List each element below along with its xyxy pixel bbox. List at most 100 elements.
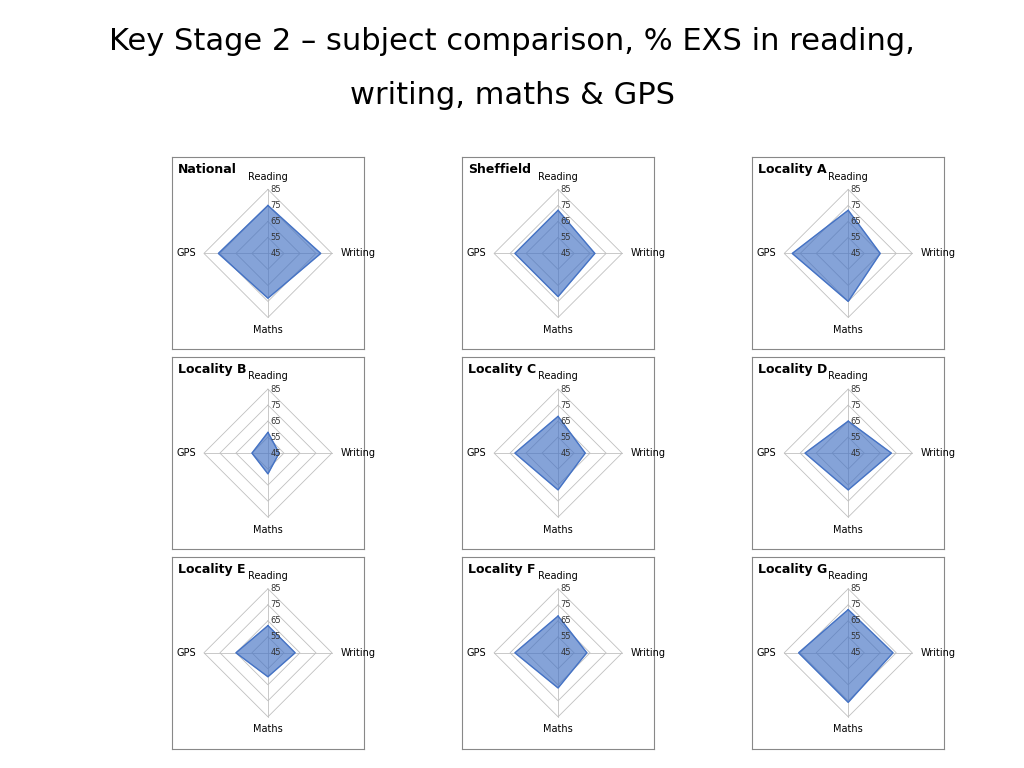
Text: GPS: GPS (176, 647, 196, 658)
Text: 85: 85 (560, 584, 571, 594)
Text: 85: 85 (270, 185, 282, 194)
Text: Locality D: Locality D (758, 363, 827, 376)
Text: Locality A: Locality A (758, 163, 826, 176)
Text: Maths: Maths (253, 724, 283, 734)
Text: Reading: Reading (539, 172, 578, 182)
Text: Maths: Maths (543, 325, 573, 335)
Text: Reading: Reading (828, 172, 868, 182)
Text: Reading: Reading (539, 372, 578, 382)
Text: 55: 55 (270, 632, 281, 641)
Text: GPS: GPS (466, 248, 485, 259)
Polygon shape (218, 205, 321, 298)
Text: 85: 85 (560, 385, 571, 394)
Text: 45: 45 (270, 249, 281, 258)
Text: 65: 65 (270, 416, 282, 425)
Text: Maths: Maths (253, 525, 283, 535)
Text: Reading: Reading (248, 172, 288, 182)
Text: 65: 65 (560, 217, 571, 226)
Text: 55: 55 (851, 233, 861, 242)
Text: Writing: Writing (340, 448, 375, 458)
Text: 75: 75 (851, 401, 861, 409)
Polygon shape (252, 432, 280, 474)
Text: Writing: Writing (631, 647, 666, 658)
Text: 45: 45 (560, 449, 571, 458)
Polygon shape (515, 210, 595, 296)
Text: 75: 75 (560, 201, 571, 210)
Text: 45: 45 (851, 648, 861, 657)
Text: Key Stage 2 – subject comparison, % EXS in reading,: Key Stage 2 – subject comparison, % EXS … (110, 27, 914, 56)
Text: Maths: Maths (834, 525, 863, 535)
Text: GPS: GPS (466, 448, 485, 458)
Text: Sheffield: Sheffield (468, 163, 530, 176)
Text: 45: 45 (851, 249, 861, 258)
Text: Writing: Writing (921, 448, 955, 458)
Text: 45: 45 (270, 648, 281, 657)
Text: Maths: Maths (834, 325, 863, 335)
Text: 45: 45 (560, 249, 571, 258)
Text: Writing: Writing (631, 248, 666, 259)
Text: Locality B: Locality B (178, 363, 246, 376)
Text: 55: 55 (560, 233, 571, 242)
Text: 85: 85 (851, 385, 861, 394)
Text: 65: 65 (270, 616, 282, 625)
Text: 75: 75 (270, 201, 282, 210)
Text: 75: 75 (851, 201, 861, 210)
Polygon shape (236, 626, 295, 677)
Text: 65: 65 (560, 416, 571, 425)
Text: 85: 85 (270, 584, 282, 594)
Text: GPS: GPS (466, 647, 485, 658)
Text: Maths: Maths (834, 724, 863, 734)
Text: 85: 85 (851, 584, 861, 594)
Text: Writing: Writing (921, 248, 955, 259)
Text: Reading: Reading (828, 571, 868, 581)
Text: 45: 45 (851, 449, 861, 458)
Text: 55: 55 (560, 432, 571, 442)
Text: Locality F: Locality F (468, 562, 536, 575)
Text: 45: 45 (270, 449, 281, 458)
Polygon shape (515, 416, 586, 490)
Polygon shape (793, 210, 881, 301)
Text: GPS: GPS (176, 448, 196, 458)
Text: Maths: Maths (253, 325, 283, 335)
Text: Locality E: Locality E (178, 562, 245, 575)
Text: Maths: Maths (543, 525, 573, 535)
Text: 65: 65 (851, 416, 861, 425)
Polygon shape (515, 616, 587, 688)
Text: Locality G: Locality G (758, 562, 827, 575)
Text: Writing: Writing (340, 248, 375, 259)
Text: Writing: Writing (340, 647, 375, 658)
Text: Writing: Writing (631, 448, 666, 458)
Text: Reading: Reading (828, 372, 868, 382)
Text: 75: 75 (560, 401, 571, 409)
Text: 55: 55 (270, 432, 281, 442)
Text: 55: 55 (851, 432, 861, 442)
Text: National: National (178, 163, 237, 176)
Text: 55: 55 (851, 632, 861, 641)
Text: 45: 45 (560, 648, 571, 657)
Text: 55: 55 (560, 632, 571, 641)
Text: 75: 75 (270, 601, 282, 609)
Text: GPS: GPS (176, 248, 196, 259)
Text: 55: 55 (270, 233, 281, 242)
Text: 85: 85 (270, 385, 282, 394)
Polygon shape (805, 421, 892, 490)
Text: GPS: GPS (757, 647, 776, 658)
Text: 75: 75 (560, 601, 571, 609)
Text: 75: 75 (851, 601, 861, 609)
Text: GPS: GPS (757, 448, 776, 458)
Polygon shape (799, 610, 893, 703)
Text: Reading: Reading (539, 571, 578, 581)
Text: Reading: Reading (248, 372, 288, 382)
Text: 65: 65 (270, 217, 282, 226)
Text: Reading: Reading (248, 571, 288, 581)
Text: Maths: Maths (543, 724, 573, 734)
Text: writing, maths & GPS: writing, maths & GPS (349, 81, 675, 110)
Text: 75: 75 (270, 401, 282, 409)
Text: 85: 85 (851, 185, 861, 194)
Text: Locality C: Locality C (468, 363, 536, 376)
Text: 85: 85 (560, 185, 571, 194)
Text: 65: 65 (560, 616, 571, 625)
Text: 65: 65 (851, 616, 861, 625)
Text: Writing: Writing (921, 647, 955, 658)
Text: 65: 65 (851, 217, 861, 226)
